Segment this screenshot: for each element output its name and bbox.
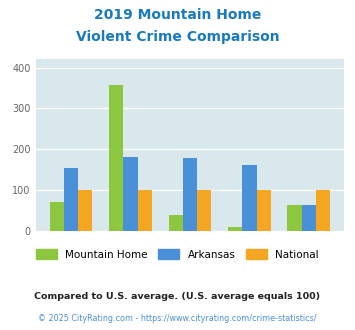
Bar: [316, 190, 330, 231]
Bar: [242, 165, 257, 231]
Text: 2019 Mountain Home: 2019 Mountain Home: [94, 8, 261, 22]
Bar: [288, 205, 302, 231]
Text: © 2025 CityRating.com - https://www.cityrating.com/crime-statistics/: © 2025 CityRating.com - https://www.city…: [38, 314, 317, 323]
Bar: [64, 169, 78, 231]
Bar: [50, 202, 64, 231]
Bar: [169, 214, 183, 231]
Bar: [197, 190, 211, 231]
Bar: [109, 85, 123, 231]
Bar: [123, 157, 138, 231]
Bar: [257, 190, 271, 231]
Text: Violent Crime Comparison: Violent Crime Comparison: [76, 30, 279, 44]
Text: Compared to U.S. average. (U.S. average equals 100): Compared to U.S. average. (U.S. average …: [34, 292, 321, 301]
Bar: [183, 158, 197, 231]
Bar: [78, 190, 92, 231]
Bar: [302, 205, 316, 231]
Legend: Mountain Home, Arkansas, National: Mountain Home, Arkansas, National: [32, 245, 323, 264]
Bar: [138, 190, 152, 231]
Bar: [228, 227, 242, 231]
